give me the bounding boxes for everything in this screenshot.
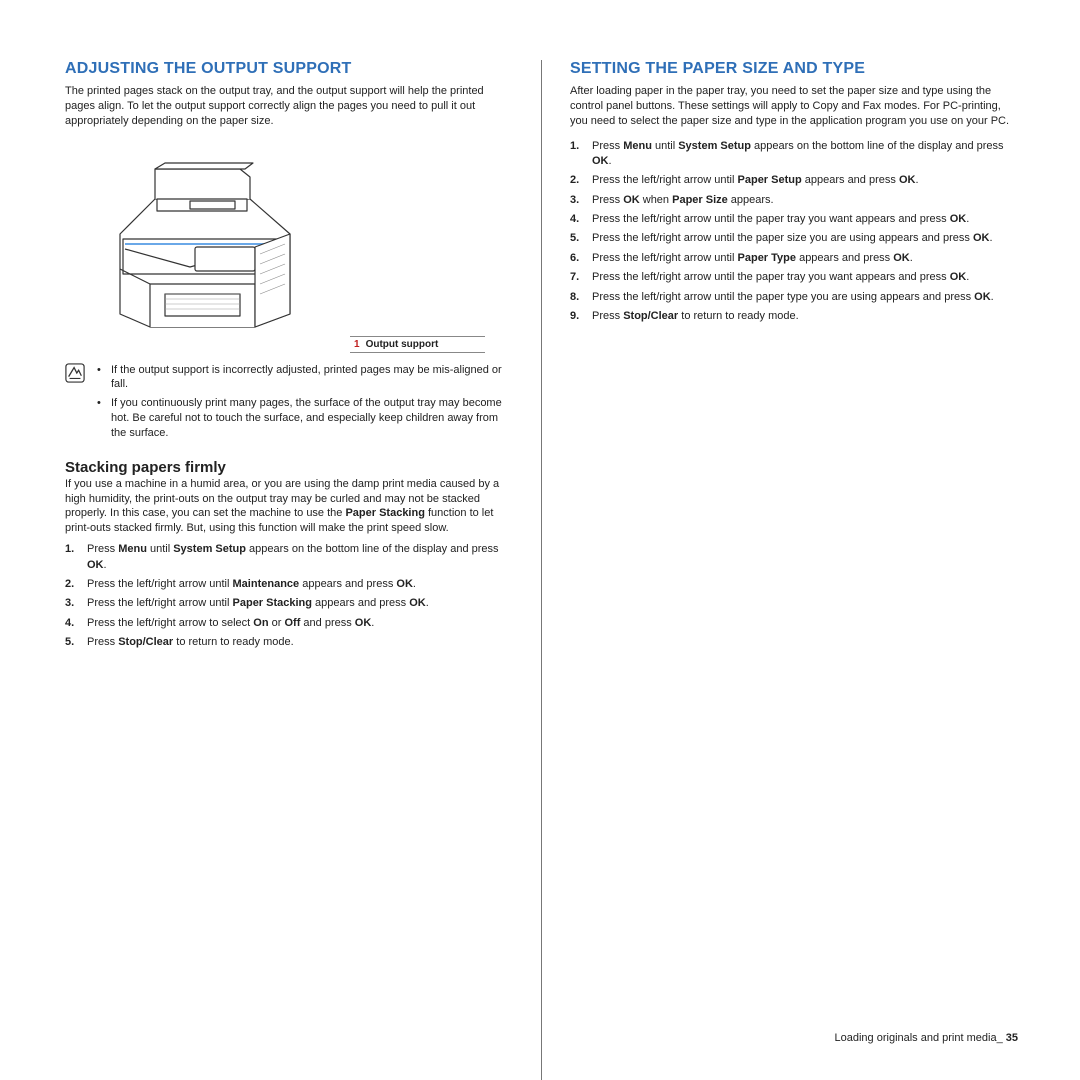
step: Press Stop/Clear to return to ready mode… — [65, 635, 513, 650]
note-icon — [65, 363, 85, 383]
figure-callout: 1 Output support — [350, 336, 485, 353]
page-footer: Loading originals and print media_ 35 — [835, 1032, 1018, 1044]
note-item: If you continuously print many pages, th… — [97, 396, 513, 441]
subheading-stacking: Stacking papers firmly — [65, 459, 513, 476]
note-item: If the output support is incorrectly adj… — [97, 363, 513, 393]
note-box: If the output support is incorrectly adj… — [65, 363, 513, 445]
steps-list-right: Press Menu until System Setup appears on… — [570, 139, 1018, 325]
step: Press Menu until System Setup appears on… — [570, 139, 1018, 170]
intro-text: The printed pages stack on the output tr… — [65, 84, 513, 129]
printer-figure — [95, 139, 513, 334]
step: Press Menu until System Setup appears on… — [65, 542, 513, 573]
step: Press the left/right arrow to select On … — [65, 616, 513, 631]
step: Press the left/right arrow until the pap… — [570, 231, 1018, 246]
step: Press the left/right arrow until Paper T… — [570, 251, 1018, 266]
step: Press the left/right arrow until the pap… — [570, 290, 1018, 305]
left-column: ADJUSTING THE OUTPUT SUPPORT The printed… — [65, 60, 513, 1080]
step: Press the left/right arrow until Paper S… — [570, 173, 1018, 188]
intro-text: After loading paper in the paper tray, y… — [570, 84, 1018, 129]
heading-paper-size-type: SETTING THE PAPER SIZE AND TYPE — [570, 60, 1018, 78]
step: Press the left/right arrow until the pap… — [570, 212, 1018, 227]
right-column: SETTING THE PAPER SIZE AND TYPE After lo… — [570, 60, 1018, 1080]
printer-icon — [95, 139, 325, 329]
footer-text: Loading originals and print media_ — [835, 1032, 1003, 1044]
page-number: 35 — [1006, 1032, 1018, 1044]
step: Press OK when Paper Size appears. — [570, 193, 1018, 208]
steps-list-left: Press Menu until System Setup appears on… — [65, 542, 513, 650]
step: Press the left/right arrow until Mainten… — [65, 577, 513, 592]
callout-label: Output support — [366, 339, 439, 350]
sub-intro: If you use a machine in a humid area, or… — [65, 477, 513, 536]
step: Press the left/right arrow until the pap… — [570, 270, 1018, 285]
callout-number: 1 — [354, 339, 360, 350]
heading-adjust-output: ADJUSTING THE OUTPUT SUPPORT — [65, 60, 513, 78]
step: Press the left/right arrow until Paper S… — [65, 596, 513, 611]
step: Press Stop/Clear to return to ready mode… — [570, 309, 1018, 324]
column-divider — [541, 60, 542, 1080]
